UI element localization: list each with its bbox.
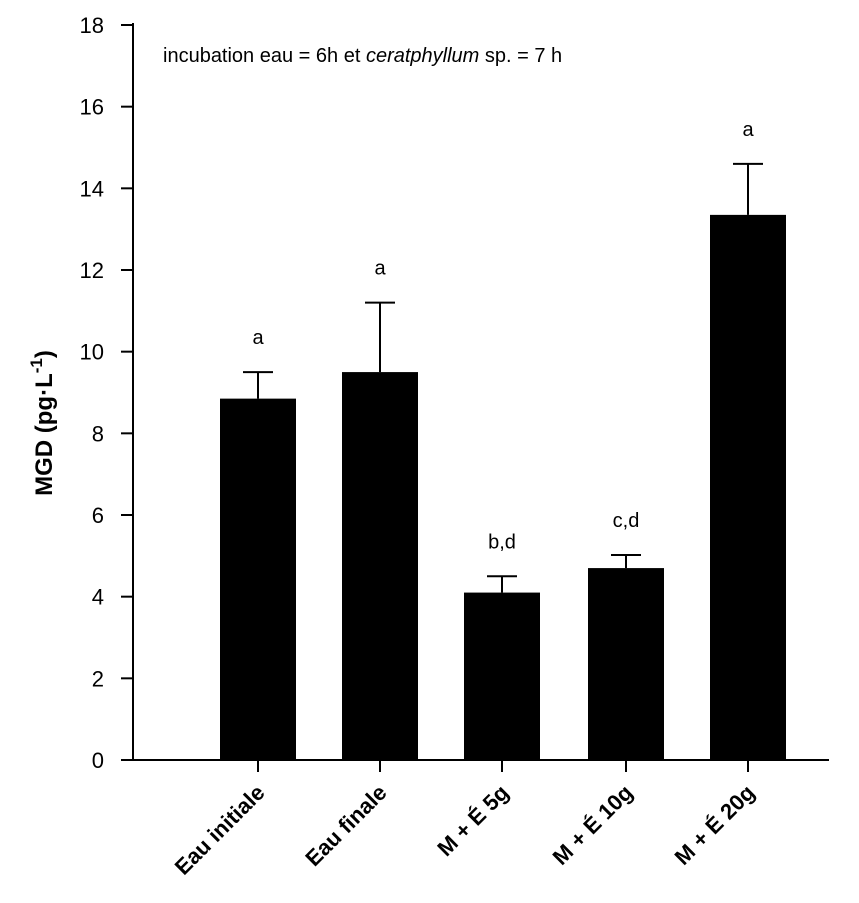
category-label: Eau initiale [170,780,270,880]
significance-label: a [742,119,754,141]
y-tick-label: 0 [92,748,104,773]
y-tick-label: 12 [80,258,104,283]
y-tick-label: 8 [92,421,104,446]
y-tick-label: 10 [80,340,104,365]
y-tick-label: 4 [92,585,104,610]
significance-label: a [252,327,264,349]
bar [342,372,418,760]
significance-label: c,d [613,510,640,532]
y-axis-label: MGD (pg·L-1) [27,350,58,496]
significance-label: b,d [488,531,516,553]
y-axis-ticks: 0 2 4 6 8 10 12 14 16 18 [80,13,133,773]
category-label: M + É 5g [432,780,513,861]
category-label: M + É 20g [670,780,760,870]
bar [220,398,296,760]
y-tick-label: 14 [80,176,104,201]
significance-label: a [374,258,386,280]
category-label: Eau finale [300,780,391,871]
y-tick-label: 2 [92,666,104,691]
bars: a a b,d c,d a [220,119,786,772]
category-label: M + É 10g [548,780,638,870]
bar [464,592,540,760]
x-axis-labels: Eau initiale Eau finale M + É 5g M + É 10g M… [170,780,760,880]
y-tick-label: 16 [80,95,104,120]
bar [588,568,664,760]
y-tick-label: 18 [80,13,104,38]
incubation-annotation: incubation eau = 6h et ceratphyllum sp. … [163,45,562,67]
bar [710,214,786,760]
axes [132,23,829,761]
y-tick-label: 6 [92,503,104,528]
